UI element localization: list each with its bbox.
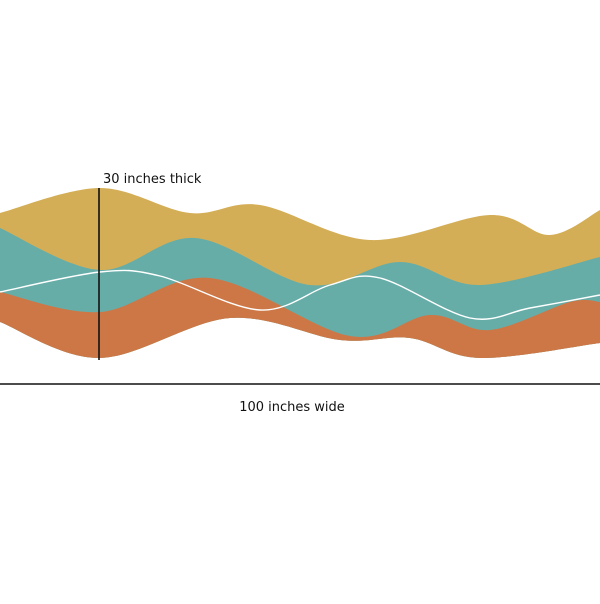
thickness-label: 30 inches thick bbox=[103, 172, 202, 187]
orange-layer bbox=[0, 277, 600, 359]
wave-bands bbox=[0, 188, 600, 359]
white-line bbox=[0, 269, 600, 320]
width-label: 100 inches wide bbox=[239, 400, 345, 415]
